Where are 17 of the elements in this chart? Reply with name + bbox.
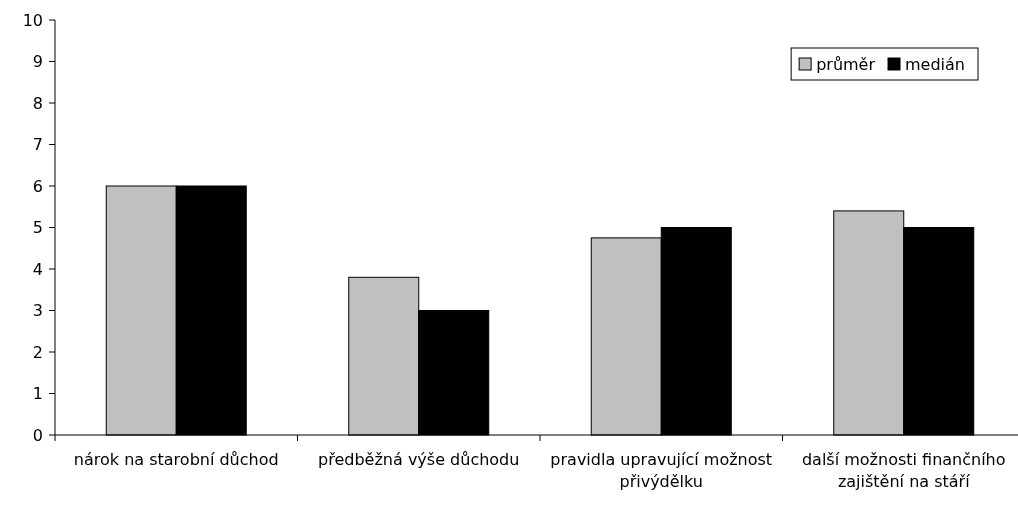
y-tick-label: 0 — [32, 425, 43, 445]
y-tick-label: 9 — [32, 52, 43, 72]
y-tick-label: 7 — [32, 135, 43, 155]
y-tick-label: 6 — [32, 176, 43, 196]
y-tick-label: 1 — [32, 384, 43, 404]
y-tick-label: 4 — [32, 259, 43, 279]
y-tick-label: 5 — [32, 218, 43, 238]
x-tick-label: nárok na starobní důchod — [73, 450, 279, 469]
y-tick-label: 10 — [22, 10, 43, 30]
legend-label: průměr — [816, 54, 876, 74]
x-tick-label: další možnosti finančního zajištění na stáří — [801, 450, 1006, 491]
y-tick-label: 3 — [32, 301, 43, 321]
x-tick-label: předběžná výše důchodu — [318, 450, 520, 469]
y-tick-label: 8 — [32, 93, 43, 113]
y-tick-label: 2 — [32, 342, 43, 362]
legend-label: medián — [905, 54, 966, 74]
x-tick-label: pravidla upravující možnost přivýdělku — [550, 450, 773, 491]
